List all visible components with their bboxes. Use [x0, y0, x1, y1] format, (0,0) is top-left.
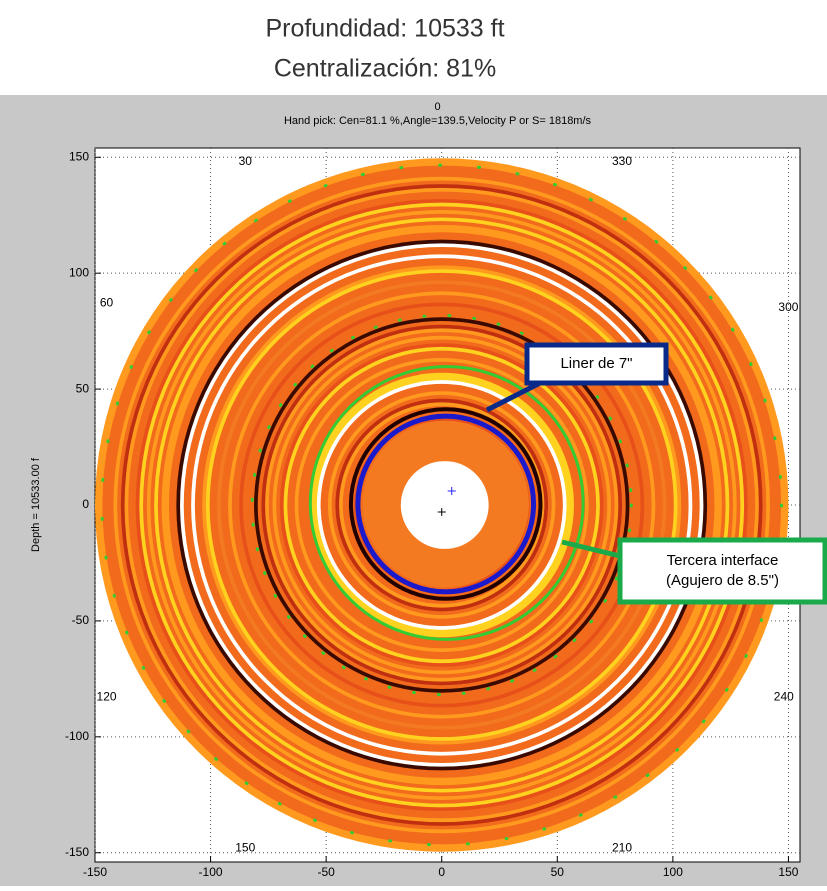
angle-label: 330: [612, 154, 632, 168]
y-tick-label: 50: [76, 381, 90, 395]
x-tick-label: 100: [663, 865, 683, 879]
x-tick-label: -50: [317, 865, 335, 879]
chart-title: Profundidad: 10533 ft: [265, 15, 504, 43]
chart-subtitle: Centralización: 81%: [274, 55, 496, 83]
angle-label: 150: [235, 840, 255, 854]
figure: Profundidad: 10533 ft Centralización: 81…: [0, 0, 827, 886]
axes-title: Hand pick: Cen=81.1 %,Angle=139.5,Veloci…: [284, 115, 592, 127]
annotation-text: Liner de 7": [560, 355, 632, 372]
plot-area: 0 Hand pick: Cen=81.1 %,Angle=139.5,Veloc…: [30, 101, 825, 879]
y-tick-label: 0: [82, 497, 89, 511]
angle-label: 300: [778, 300, 798, 314]
y-axis-label: Depth = 10533.00 f: [30, 457, 42, 552]
y-tick-label: 150: [69, 149, 89, 163]
angle-label: 120: [97, 690, 117, 704]
angle-label: 30: [239, 154, 253, 168]
y-tick-label: -150: [65, 845, 89, 859]
x-tick-label: 50: [551, 865, 565, 879]
x-tick-label: 0: [438, 865, 445, 879]
x-tick-label: -150: [83, 865, 107, 879]
x-tick-label: 150: [778, 865, 798, 879]
axes-title: 0: [434, 101, 440, 113]
y-tick-label: -100: [65, 729, 89, 743]
angle-label: 60: [100, 295, 114, 309]
y-tick-label: 100: [69, 265, 89, 279]
borehole: [401, 461, 489, 549]
annotation-text: Tercera interface: [667, 552, 779, 569]
y-tick-label: -50: [72, 613, 90, 627]
x-tick-label: -100: [199, 865, 223, 879]
angle-label: 240: [774, 690, 794, 704]
angle-label: 210: [612, 840, 632, 854]
annotation-text: (Agujero de 8.5"): [666, 572, 779, 589]
